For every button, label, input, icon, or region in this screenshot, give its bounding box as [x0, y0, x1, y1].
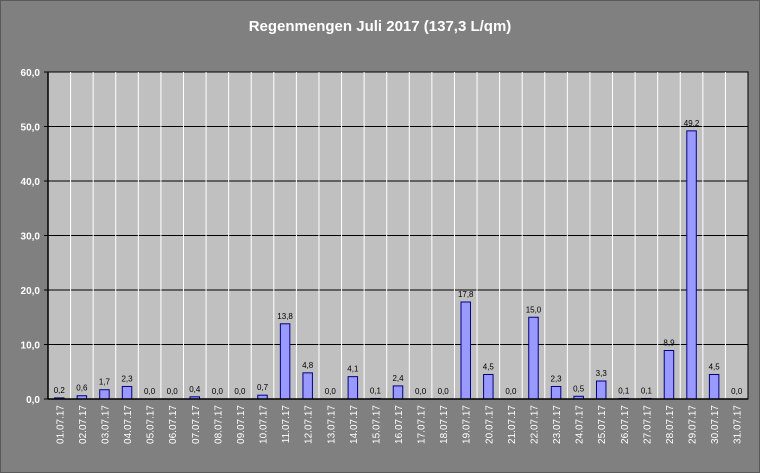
bar	[99, 389, 110, 400]
bar	[483, 373, 494, 400]
x-tick-label: 11.07.17	[281, 405, 292, 444]
x-tick-label: 28.07.17	[665, 405, 676, 444]
data-label: 2,4	[392, 374, 404, 383]
bar	[663, 349, 675, 400]
x-tick-label: 17.07.17	[417, 405, 428, 444]
data-label: 0,5	[573, 384, 585, 393]
bar	[686, 130, 697, 400]
data-label: 0,0	[144, 387, 156, 396]
x-tick-label: 19.07.17	[462, 405, 473, 444]
data-label: 17,8	[458, 290, 474, 299]
bar	[347, 376, 359, 400]
y-tick-label: 20,0	[21, 286, 41, 297]
data-label: 0,0	[415, 387, 427, 396]
data-label: 0,0	[325, 387, 337, 396]
data-label: 3,3	[596, 369, 608, 378]
x-tick-label: 31.07.17	[733, 405, 744, 444]
y-tick-label: 10,0	[21, 341, 41, 352]
data-label: 0,6	[76, 384, 88, 393]
bar	[392, 385, 404, 400]
x-tick-label: 24.07.17	[575, 405, 586, 444]
x-tick-label: 20.07.17	[484, 405, 495, 444]
data-label: 0,1	[618, 386, 630, 395]
x-tick-label: 21.07.17	[507, 405, 518, 444]
bar	[708, 373, 720, 400]
data-label: 4,5	[483, 362, 495, 371]
y-tick-label: 50,0	[21, 123, 41, 134]
chart-title: Regenmengen Juli 2017 (137,3 L/qm)	[248, 18, 512, 35]
data-label: 0,0	[731, 387, 743, 396]
data-label: 8,9	[663, 338, 675, 347]
x-tick-label: 16.07.17	[394, 405, 405, 444]
x-tick-label: 01.07.17	[55, 405, 66, 444]
x-tick-label: 05.07.17	[146, 405, 157, 444]
y-tick-label: 30,0	[21, 232, 41, 243]
bar	[460, 301, 471, 400]
x-tick-label: 13.07.17	[326, 405, 337, 444]
data-label: 15,0	[526, 305, 542, 314]
y-tick-label: 60,0	[21, 68, 41, 79]
data-label: 0,0	[212, 387, 224, 396]
x-tick-label: 25.07.17	[597, 405, 608, 444]
x-tick-label: 12.07.17	[304, 405, 315, 444]
x-tick-label: 29.07.17	[688, 405, 699, 444]
data-label: 0,0	[167, 387, 179, 396]
bar	[302, 372, 313, 400]
data-label: 0,0	[505, 387, 517, 396]
data-label: 0,1	[370, 386, 382, 395]
x-tick-label: 26.07.17	[620, 405, 631, 444]
x-tick-label: 23.07.17	[552, 405, 563, 444]
data-label: 0,7	[257, 383, 269, 392]
x-tick-label: 30.07.17	[710, 405, 721, 444]
x-tick-label: 18.07.17	[439, 405, 450, 444]
data-label: 4,5	[709, 362, 721, 371]
x-tick-label: 09.07.17	[236, 405, 247, 444]
y-tick-label: 40,0	[21, 177, 41, 188]
data-label: 0,2	[54, 386, 66, 395]
x-tick-label: 04.07.17	[123, 405, 134, 444]
data-label: 49,2	[684, 119, 700, 128]
bar	[279, 323, 291, 400]
bar	[528, 316, 539, 400]
data-label: 0,0	[234, 387, 246, 396]
data-label: 4,1	[347, 365, 359, 374]
x-tick-label: 14.07.17	[349, 405, 360, 444]
x-tick-label: 08.07.17	[213, 405, 224, 444]
bar	[550, 385, 562, 400]
y-tick-label: 0,0	[26, 395, 40, 406]
x-tick-label: 03.07.17	[100, 405, 111, 444]
data-label: 4,8	[302, 361, 314, 370]
data-label: 0,1	[641, 386, 653, 395]
data-label: 2,3	[121, 374, 133, 383]
data-label: 0,4	[189, 385, 201, 394]
data-label: 13,8	[277, 312, 293, 321]
x-tick-label: 10.07.17	[259, 405, 270, 444]
bar	[121, 385, 133, 400]
x-tick-label: 22.07.17	[529, 405, 540, 444]
data-label: 0,0	[438, 387, 450, 396]
x-tick-label: 06.07.17	[168, 405, 179, 444]
x-tick-label: 27.07.17	[642, 405, 653, 444]
x-tick-label: 07.07.17	[191, 405, 202, 444]
x-tick-label: 15.07.17	[371, 405, 382, 444]
data-label: 2,3	[551, 374, 563, 383]
x-tick-label: 02.07.17	[78, 405, 89, 444]
bar	[595, 380, 607, 400]
data-label: 1,7	[99, 378, 111, 387]
